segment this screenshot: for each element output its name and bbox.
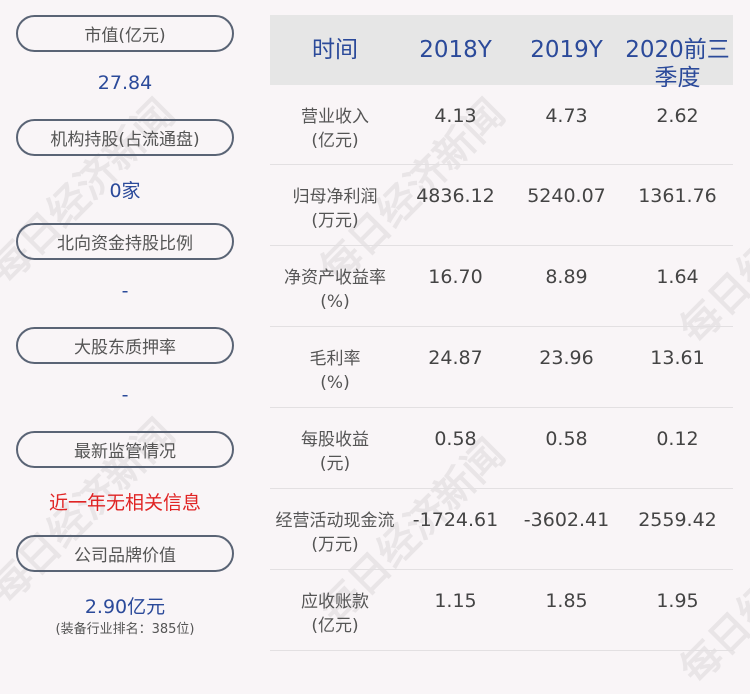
metric-label-pill: 大股东质押率 (16, 327, 234, 364)
header-2018: 2018Y (419, 37, 492, 63)
table-cell: 1.95 (656, 590, 699, 612)
table-cell: 1361.76 (638, 185, 717, 207)
row-label-text: 毛利率 (309, 349, 361, 369)
table-row: 应收账款 (亿元) 1.15 1.85 1.95 (270, 570, 733, 651)
table-cell: 24.87 (428, 347, 483, 369)
row-label-text: 归母净利润 (292, 187, 378, 207)
metric-value: - (121, 280, 129, 302)
row-label: 经营活动现金流 (万元) (270, 489, 400, 569)
row-label-text: 每股收益 (301, 430, 369, 450)
header-2020q3: 2020前三季度 (625, 37, 730, 91)
table-row: 归母净利润 (万元) 4836.12 5240.07 1361.76 (270, 165, 733, 246)
table-cell: 4836.12 (416, 185, 495, 207)
table-row: 每股收益 (元) 0.58 0.58 0.12 (270, 408, 733, 489)
row-unit: (万元) (311, 211, 359, 231)
table-cell: 4.13 (434, 105, 477, 127)
financial-table: 时间 2018Y 2019Y 2020前三季度 营业收入 (亿元) 4.13 4.73… (270, 15, 733, 651)
row-label-text: 经营活动现金流 (275, 511, 395, 531)
row-label-text: 净资产收益率 (284, 268, 386, 288)
table-row: 经营活动现金流 (万元) -1724.61 -3602.41 2559.42 (270, 489, 733, 570)
metric-label-pill: 公司品牌价值 (16, 535, 234, 572)
table-cell: -3602.41 (523, 509, 610, 531)
table-cell: -1724.61 (412, 509, 499, 531)
metric-value: 0家 (109, 180, 141, 202)
row-unit: (亿元) (311, 131, 359, 151)
table-cell: 1.85 (545, 590, 588, 612)
row-label: 归母净利润 (万元) (270, 165, 400, 245)
table-cell: 16.70 (428, 266, 483, 288)
row-label-text: 营业收入 (301, 107, 369, 127)
header-time: 时间 (312, 37, 358, 63)
metric-label-pill: 北向资金持股比例 (16, 223, 234, 260)
table-row: 净资产收益率 (%) 16.70 8.89 1.64 (270, 246, 733, 327)
metric-value: 近一年无相关信息 (48, 492, 201, 514)
table-cell: 1.15 (434, 590, 477, 612)
row-unit: (%) (320, 373, 350, 393)
metric-value: 2.90亿元 (84, 596, 166, 618)
table-cell: 8.89 (545, 266, 588, 288)
metric-note: (装备行业排名：385位) (55, 622, 195, 637)
metric-value: - (121, 384, 129, 406)
row-label-text: 应收账款 (301, 592, 369, 612)
row-label: 净资产收益率 (%) (270, 246, 400, 326)
table-cell: 0.58 (545, 428, 588, 450)
table-cell: 0.12 (656, 428, 699, 450)
row-label: 每股收益 (元) (270, 408, 400, 488)
row-unit: (%) (320, 292, 350, 312)
table-cell: 5240.07 (527, 185, 606, 207)
table-cell: 2559.42 (638, 509, 717, 531)
metric-label-pill: 最新监管情况 (16, 431, 234, 468)
table-row: 毛利率 (%) 24.87 23.96 13.61 (270, 327, 733, 408)
table-cell: 23.96 (539, 347, 594, 369)
table-cell: 0.58 (434, 428, 477, 450)
row-unit: (亿元) (311, 616, 359, 636)
table-cell: 4.73 (545, 105, 588, 127)
table-row: 营业收入 (亿元) 4.13 4.73 2.62 (270, 85, 733, 165)
row-label: 营业收入 (亿元) (270, 85, 400, 164)
metric-label-pill: 机构持股(占流通盘) (16, 119, 234, 156)
row-unit: (万元) (311, 535, 359, 555)
metric-label-pill: 市值(亿元) (16, 15, 234, 52)
metric-value: 27.84 (97, 72, 153, 94)
row-label: 毛利率 (%) (270, 327, 400, 407)
header-2019: 2019Y (530, 37, 603, 63)
table-cell: 2.62 (656, 105, 699, 127)
table-cell: 1.64 (656, 266, 699, 288)
table-cell: 13.61 (650, 347, 705, 369)
row-unit: (元) (319, 454, 351, 474)
table-header: 时间 2018Y 2019Y 2020前三季度 (270, 15, 733, 91)
row-label: 应收账款 (亿元) (270, 570, 400, 650)
